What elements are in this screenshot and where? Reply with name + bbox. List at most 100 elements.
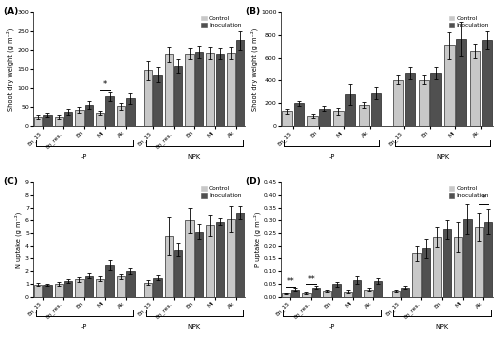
Bar	[422, 248, 430, 297]
Bar	[364, 290, 372, 297]
Bar	[76, 110, 84, 126]
Bar	[345, 94, 356, 126]
Bar	[64, 281, 72, 297]
Bar	[236, 40, 244, 126]
Bar	[206, 225, 214, 297]
Bar	[54, 284, 63, 297]
Bar	[323, 291, 332, 297]
Bar	[54, 117, 63, 126]
Bar	[333, 112, 344, 126]
Bar	[474, 227, 483, 297]
Text: (C): (C)	[4, 177, 18, 187]
Legend: Control, Inoculation: Control, Inoculation	[200, 15, 242, 29]
Y-axis label: Shoot dry weight (g m⁻²): Shoot dry weight (g m⁻²)	[7, 27, 14, 111]
Bar	[374, 281, 382, 297]
Bar	[404, 73, 415, 126]
Text: NPK: NPK	[436, 324, 448, 330]
Bar	[482, 40, 492, 126]
Bar	[154, 75, 162, 126]
Bar	[96, 279, 104, 297]
Y-axis label: Shoot dry weight (g m⁻²): Shoot dry weight (g m⁻²)	[251, 27, 258, 111]
Bar	[186, 220, 194, 297]
Bar	[174, 66, 182, 126]
Bar	[442, 229, 451, 297]
Bar	[34, 285, 42, 297]
Bar	[401, 288, 409, 297]
Bar	[216, 221, 224, 297]
Bar	[126, 271, 134, 297]
Bar	[454, 237, 462, 297]
Text: -P: -P	[81, 324, 87, 330]
Bar	[236, 213, 244, 297]
Bar	[371, 93, 381, 126]
Text: *: *	[103, 80, 107, 89]
Bar	[332, 285, 341, 297]
Bar	[282, 293, 290, 297]
Bar	[216, 54, 224, 126]
Bar	[106, 96, 114, 126]
Bar	[418, 80, 429, 126]
Bar	[195, 52, 203, 126]
Bar	[106, 265, 114, 297]
Bar	[116, 276, 125, 297]
Bar	[302, 293, 310, 297]
Bar	[308, 116, 318, 126]
Bar	[96, 113, 104, 126]
Legend: Control, Inoculation: Control, Inoculation	[448, 15, 490, 29]
Text: **: **	[286, 277, 294, 286]
Bar	[412, 254, 420, 297]
Bar	[186, 54, 194, 126]
Text: (A): (A)	[4, 7, 18, 16]
Text: *: *	[482, 194, 486, 203]
Bar	[312, 288, 320, 297]
Bar	[291, 290, 300, 297]
Bar	[359, 105, 370, 126]
Bar	[393, 80, 403, 126]
Text: -P: -P	[81, 154, 87, 160]
Legend: Control, Inoculation: Control, Inoculation	[200, 185, 242, 199]
Bar	[227, 53, 235, 126]
Bar	[392, 291, 400, 297]
Bar	[174, 249, 182, 297]
Bar	[85, 276, 93, 297]
Text: (B): (B)	[245, 7, 260, 16]
Bar	[44, 115, 52, 126]
Bar	[85, 105, 93, 126]
Text: NPK: NPK	[188, 154, 201, 160]
Text: -P: -P	[328, 154, 334, 160]
Bar	[444, 46, 454, 126]
Bar	[464, 219, 471, 297]
Legend: Control, Inoculation: Control, Inoculation	[448, 185, 490, 199]
Bar	[154, 277, 162, 297]
Text: NPK: NPK	[436, 154, 449, 160]
Bar	[353, 280, 362, 297]
Bar	[294, 103, 304, 126]
Text: **: **	[308, 275, 315, 284]
Bar	[470, 51, 480, 126]
Bar	[144, 70, 152, 126]
Bar	[64, 112, 72, 126]
Bar	[76, 280, 84, 297]
Bar	[227, 219, 235, 297]
Text: (D): (D)	[245, 177, 260, 187]
Bar	[484, 221, 492, 297]
Bar	[164, 236, 173, 297]
Bar	[456, 39, 466, 126]
Bar	[282, 112, 292, 126]
Bar	[433, 237, 442, 297]
Bar	[116, 106, 125, 126]
Y-axis label: N uptake (g m⁻²): N uptake (g m⁻²)	[14, 211, 22, 268]
Bar	[206, 53, 214, 126]
Bar	[126, 98, 134, 126]
Bar	[195, 232, 203, 297]
Bar	[144, 283, 152, 297]
Bar	[164, 54, 173, 126]
Bar	[430, 73, 440, 126]
Text: -P: -P	[328, 324, 335, 330]
Text: NPK: NPK	[188, 324, 201, 330]
Y-axis label: P uptake (g m⁻²): P uptake (g m⁻²)	[254, 212, 261, 267]
Bar	[44, 285, 52, 297]
Bar	[34, 117, 42, 126]
Bar	[344, 292, 352, 297]
Bar	[320, 108, 330, 126]
